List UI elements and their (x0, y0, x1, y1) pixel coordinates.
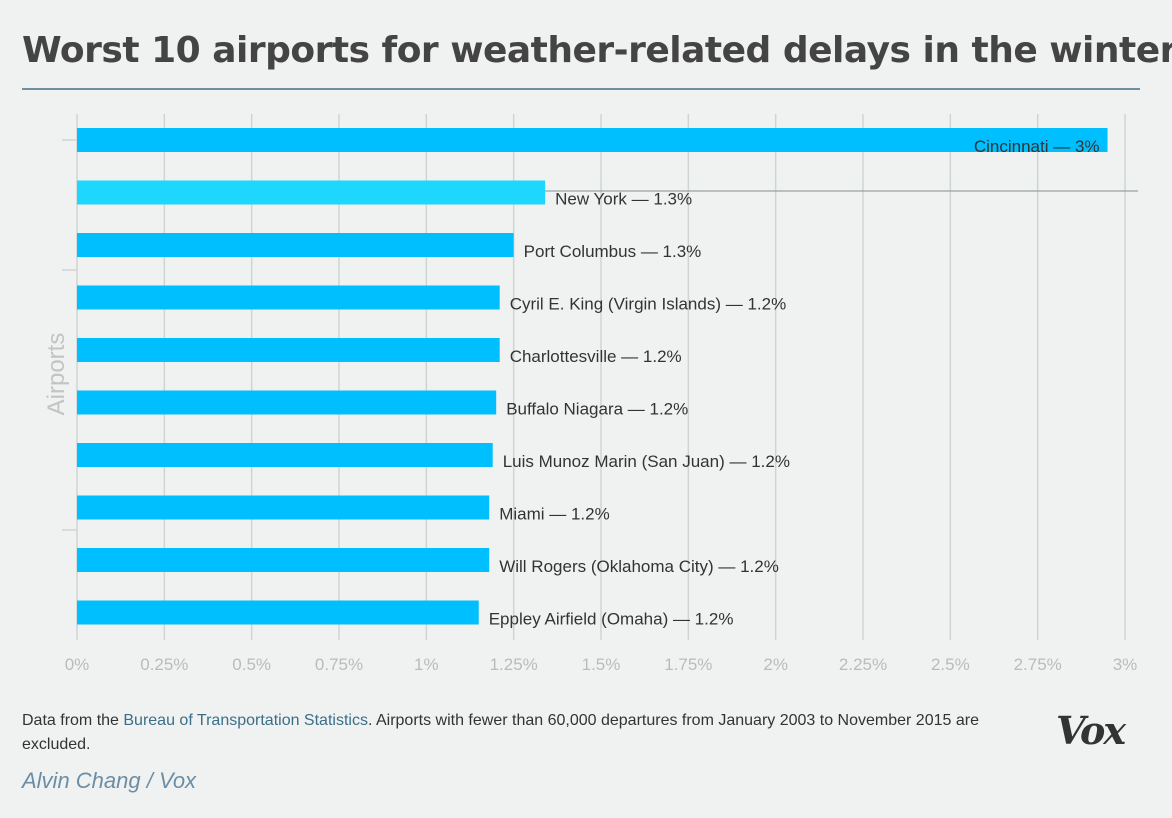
x-tick-label: 0% (65, 655, 90, 674)
bar (77, 128, 1108, 152)
x-tick-label: 3% (1113, 655, 1138, 674)
x-tick-label: 2.5% (931, 655, 970, 674)
vox-logo: Vox (1056, 708, 1126, 753)
x-tick-label: 0.25% (140, 655, 188, 674)
bar (77, 338, 500, 362)
x-tick-label: 1% (414, 655, 439, 674)
bar-label: Will Rogers (Oklahoma City) — 1.2% (499, 557, 779, 576)
bar-label: Cyril E. King (Virgin Islands) — 1.2% (510, 295, 787, 314)
byline: Alvin Chang / Vox (22, 768, 197, 793)
x-tick-label: 2.25% (839, 655, 887, 674)
bar-label: New York — 1.3% (555, 190, 692, 209)
x-tick-label: 0.75% (315, 655, 363, 674)
bar-label: Luis Munoz Marin (San Juan) — 1.2% (503, 452, 790, 471)
bar (77, 495, 490, 520)
bar (77, 285, 500, 310)
title-divider (22, 88, 1140, 90)
source-note-prefix: Data from the (22, 712, 124, 729)
source-note-suffix: . Airports with fewer than 60,000 depart… (22, 712, 979, 753)
bar (77, 443, 493, 467)
bar-label: Miami — 1.2% (499, 505, 610, 524)
bar-label: Charlottesville — 1.2% (510, 347, 682, 366)
bar (77, 233, 514, 257)
source-note: Data from the Bureau of Transportation S… (22, 709, 1042, 757)
bar (77, 548, 490, 572)
chart-title: Worst 10 airports for weather-related de… (22, 30, 1172, 71)
y-axis-label: Airports (43, 333, 70, 416)
x-tick-label: 1.75% (664, 655, 712, 674)
x-tick-label: 2.75% (1014, 655, 1062, 674)
bar (77, 180, 546, 205)
bar (77, 600, 479, 625)
x-tick-label: 1.5% (582, 655, 621, 674)
bar-label: Buffalo Niagara — 1.2% (506, 400, 688, 419)
bar (77, 390, 497, 415)
bar-label: Port Columbus — 1.3% (524, 242, 702, 261)
x-tick-label: 1.25% (490, 655, 538, 674)
x-tick-label: 2% (763, 655, 788, 674)
bar-chart: 0% 0.25% 0.5% 0.75% 1% 1.25% 1.5% 1.75% 2% 2.25% 2… (43, 114, 1138, 674)
bar-label: Eppley Airfield (Omaha) — 1.2% (489, 610, 734, 629)
x-tick-label: 0.5% (232, 655, 271, 674)
bar-label: Cincinnati — 3% (974, 137, 1100, 156)
source-link[interactable]: Bureau of Transportation Statistics (123, 712, 368, 729)
